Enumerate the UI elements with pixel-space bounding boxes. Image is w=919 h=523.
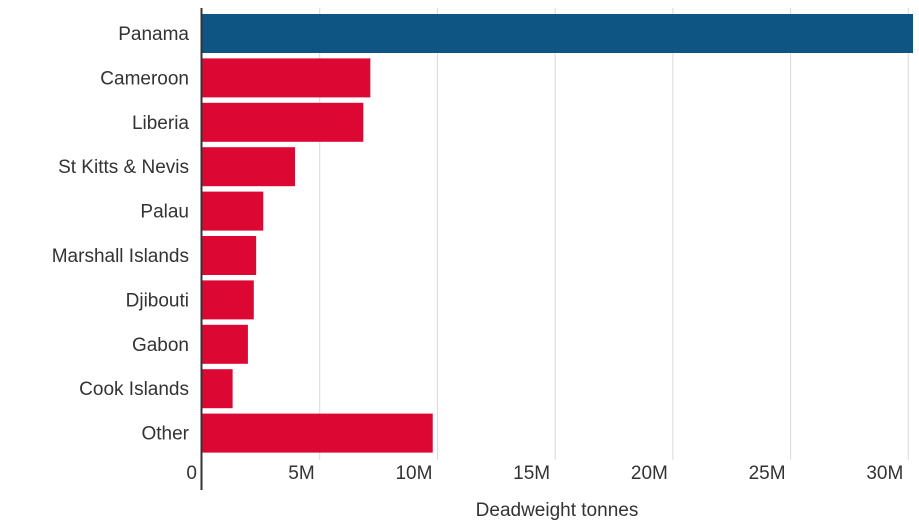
x-tick-label: 5M xyxy=(288,463,314,484)
bar-other xyxy=(202,413,433,453)
category-label: Djibouti xyxy=(126,290,189,311)
category-label: Panama xyxy=(118,24,189,45)
category-label: Palau xyxy=(140,202,189,223)
category-label: Marshall Islands xyxy=(52,246,189,267)
category-labels: Panama Cameroon Liberia St Kitts & Nevis Pal… xyxy=(52,24,190,445)
bar-palau xyxy=(202,191,264,231)
category-label: Cook Islands xyxy=(79,379,189,400)
bar-cameroon xyxy=(202,58,371,98)
bars xyxy=(202,14,913,453)
category-label: Liberia xyxy=(132,113,189,134)
x-tick-label: 30M xyxy=(866,463,903,484)
bar-cook-islands xyxy=(202,369,233,409)
x-tick-label: 25M xyxy=(749,463,786,484)
bar-djibouti xyxy=(202,280,254,320)
x-tick-label: 15M xyxy=(513,463,550,484)
bar-marshall-islands xyxy=(202,236,257,275)
bar-st-kitts-nevis xyxy=(202,147,295,187)
category-label: Other xyxy=(141,424,189,445)
x-tick-label: 0 xyxy=(186,463,197,484)
bar-liberia xyxy=(202,102,364,142)
category-label: St Kitts & Nevis xyxy=(58,157,189,178)
x-axis-title: Deadweight tonnes xyxy=(476,500,639,521)
grid-lines xyxy=(319,8,909,460)
bar-panama xyxy=(202,14,913,53)
category-label: Gabon xyxy=(132,335,189,356)
x-tick-label: 20M xyxy=(631,463,668,484)
category-label: Cameroon xyxy=(100,68,189,89)
bar-gabon xyxy=(202,324,248,364)
tick-labels: 0 5M 10M 15M 20M 25M 30M xyxy=(186,463,903,484)
x-tick-label: 10M xyxy=(395,463,432,484)
